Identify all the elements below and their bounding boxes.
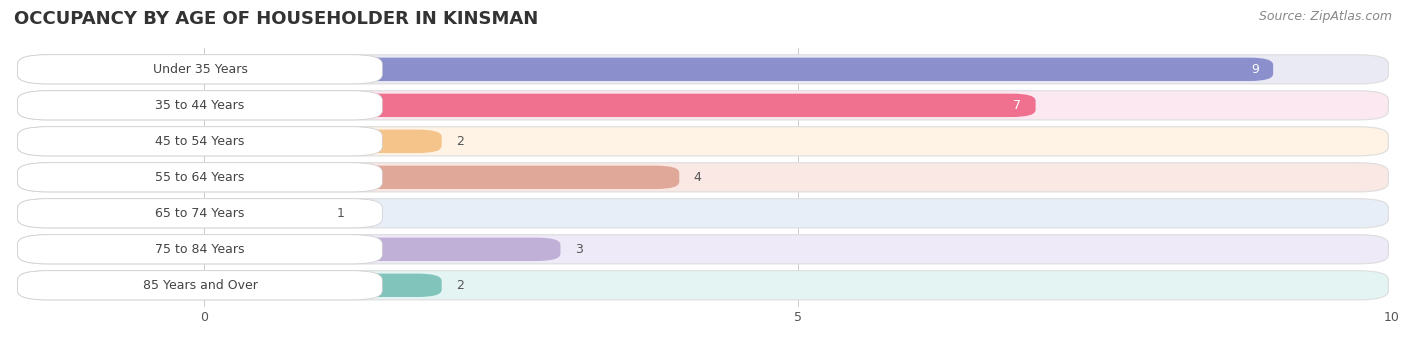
Text: 35 to 44 Years: 35 to 44 Years [155, 99, 245, 112]
Text: Under 35 Years: Under 35 Years [152, 63, 247, 76]
FancyBboxPatch shape [18, 271, 382, 300]
FancyBboxPatch shape [204, 238, 561, 261]
FancyBboxPatch shape [18, 55, 382, 84]
Text: 65 to 74 Years: 65 to 74 Years [155, 207, 245, 220]
Text: Source: ZipAtlas.com: Source: ZipAtlas.com [1258, 10, 1392, 23]
Text: OCCUPANCY BY AGE OF HOUSEHOLDER IN KINSMAN: OCCUPANCY BY AGE OF HOUSEHOLDER IN KINSM… [14, 10, 538, 28]
FancyBboxPatch shape [18, 199, 1388, 228]
FancyBboxPatch shape [204, 130, 441, 153]
FancyBboxPatch shape [18, 271, 1388, 300]
Text: 1: 1 [337, 207, 344, 220]
FancyBboxPatch shape [204, 166, 679, 189]
FancyBboxPatch shape [18, 91, 1388, 120]
FancyBboxPatch shape [18, 199, 382, 228]
FancyBboxPatch shape [204, 58, 1274, 81]
Text: 4: 4 [693, 171, 702, 184]
Text: 9: 9 [1251, 63, 1258, 76]
Text: 75 to 84 Years: 75 to 84 Years [155, 243, 245, 256]
FancyBboxPatch shape [18, 163, 1388, 192]
Text: 85 Years and Over: 85 Years and Over [142, 279, 257, 292]
Text: 2: 2 [456, 135, 464, 148]
FancyBboxPatch shape [204, 273, 441, 297]
FancyBboxPatch shape [18, 55, 1388, 84]
FancyBboxPatch shape [204, 94, 1036, 117]
FancyBboxPatch shape [18, 163, 382, 192]
Text: 7: 7 [1014, 99, 1021, 112]
FancyBboxPatch shape [18, 127, 1388, 156]
FancyBboxPatch shape [18, 127, 382, 156]
Text: 2: 2 [456, 279, 464, 292]
FancyBboxPatch shape [18, 91, 382, 120]
FancyBboxPatch shape [18, 235, 382, 264]
Text: 3: 3 [575, 243, 582, 256]
FancyBboxPatch shape [18, 235, 1388, 264]
Text: 55 to 64 Years: 55 to 64 Years [155, 171, 245, 184]
Text: 45 to 54 Years: 45 to 54 Years [155, 135, 245, 148]
FancyBboxPatch shape [204, 202, 323, 225]
